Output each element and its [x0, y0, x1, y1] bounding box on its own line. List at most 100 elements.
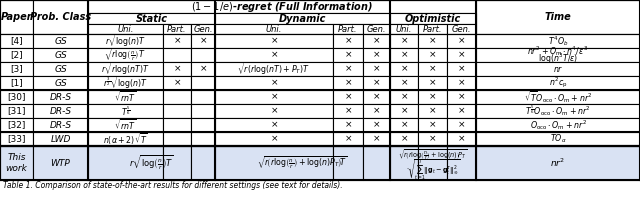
Text: Part.: Part.	[339, 24, 358, 34]
Bar	[333, 34, 363, 48]
Bar	[418, 76, 447, 90]
Text: $\times$: $\times$	[344, 134, 352, 144]
Text: Paper: Paper	[1, 12, 32, 22]
Bar	[163, 118, 191, 132]
Text: GS: GS	[54, 79, 67, 88]
Bar	[390, 24, 418, 34]
Text: $\times$: $\times$	[173, 36, 181, 46]
Text: $\times$: $\times$	[458, 36, 466, 46]
Text: $\cdot\!\sqrt{\sum_{t=1}^{T}\!\left\|\mathbf{g}_t-\mathbf{g}_t^\tau\right\|_\inf: $\cdot\!\sqrt{\sum_{t=1}^{T}\!\left\|\ma…	[406, 158, 460, 182]
Bar	[33, 48, 88, 62]
Text: [33]: [33]	[7, 135, 26, 144]
Text: DR-S: DR-S	[49, 107, 72, 116]
Bar	[363, 104, 390, 118]
Text: [3]: [3]	[10, 64, 23, 73]
Text: Static: Static	[136, 13, 168, 24]
Bar	[163, 104, 191, 118]
Bar	[476, 62, 640, 76]
Bar	[33, 118, 88, 132]
Text: $\times$: $\times$	[344, 120, 352, 130]
Bar	[363, 48, 390, 62]
Bar	[447, 62, 476, 76]
Bar	[33, 146, 88, 180]
Bar	[88, 146, 163, 180]
Text: [31]: [31]	[7, 107, 26, 116]
Bar	[215, 104, 333, 118]
Bar	[476, 104, 640, 118]
Bar	[88, 13, 215, 24]
Text: [4]: [4]	[10, 37, 23, 46]
Text: GS: GS	[54, 64, 67, 73]
Text: $\times$: $\times$	[372, 134, 381, 144]
Bar	[0, 146, 33, 180]
Bar	[476, 0, 640, 34]
Text: $\times$: $\times$	[344, 106, 352, 116]
Text: Prob. Class: Prob. Class	[30, 12, 91, 22]
Text: $\log(n^3T/\epsilon)$: $\log(n^3T/\epsilon)$	[538, 51, 578, 66]
Text: $r\sqrt{\log(n)T}$: $r\sqrt{\log(n)T}$	[105, 33, 146, 49]
Text: Part.: Part.	[167, 24, 187, 34]
Text: Table 1. Comparison of state-of-the-art results for different settings (see text: Table 1. Comparison of state-of-the-art …	[3, 181, 342, 190]
Text: Gen.: Gen.	[193, 24, 212, 34]
Bar	[363, 34, 390, 48]
Bar	[163, 24, 191, 34]
Text: $\sqrt{rnT}$: $\sqrt{rnT}$	[115, 118, 136, 132]
Bar	[333, 24, 363, 34]
Bar	[333, 104, 363, 118]
Bar	[363, 132, 390, 146]
Text: $\sqrt{r\log\!\left(\frac{n}{r}\right)T}$: $\sqrt{r\log\!\left(\frac{n}{r}\right)T}…	[104, 47, 147, 63]
Text: $\times$: $\times$	[270, 92, 278, 102]
Bar	[333, 146, 363, 180]
Text: $\times$: $\times$	[270, 134, 278, 144]
Text: $\times$: $\times$	[344, 64, 352, 74]
Text: $\times$: $\times$	[428, 120, 436, 130]
Bar	[0, 90, 33, 104]
Text: [2]: [2]	[10, 51, 23, 59]
Bar	[390, 48, 418, 62]
Bar	[191, 48, 215, 62]
Bar	[88, 0, 476, 13]
Bar	[476, 132, 640, 146]
Text: Uni.: Uni.	[266, 24, 282, 34]
Text: $\times$: $\times$	[372, 64, 381, 74]
Bar	[215, 48, 333, 62]
Text: $\times$: $\times$	[400, 134, 408, 144]
Bar	[163, 90, 191, 104]
Text: $\times$: $\times$	[270, 106, 278, 116]
Bar	[447, 132, 476, 146]
Bar	[33, 76, 88, 90]
Text: $\times$: $\times$	[428, 78, 436, 88]
Text: $\times$: $\times$	[400, 120, 408, 130]
Text: $\times$: $\times$	[400, 50, 408, 60]
Bar	[33, 132, 88, 146]
Text: $\times$: $\times$	[400, 64, 408, 74]
Text: $(1-1/e)$-regret (Full Information): $(1-1/e)$-regret (Full Information)	[191, 0, 372, 13]
Bar	[0, 118, 33, 132]
Text: $nr$: $nr$	[553, 64, 563, 74]
Bar	[333, 132, 363, 146]
Text: $\times$: $\times$	[428, 106, 436, 116]
Bar	[163, 146, 191, 180]
Bar	[191, 104, 215, 118]
Text: $\times$: $\times$	[199, 36, 207, 46]
Bar	[476, 34, 640, 48]
Bar	[88, 62, 163, 76]
Bar	[390, 104, 418, 118]
Bar	[418, 62, 447, 76]
Bar	[363, 118, 390, 132]
Bar	[0, 48, 33, 62]
Bar	[191, 76, 215, 90]
Bar	[88, 24, 163, 34]
Bar	[363, 76, 390, 90]
Bar	[163, 62, 191, 76]
Bar	[390, 90, 418, 104]
Bar	[191, 24, 215, 34]
Bar	[33, 104, 88, 118]
Bar	[191, 132, 215, 146]
Bar	[363, 62, 390, 76]
Bar	[33, 90, 88, 104]
Bar	[447, 118, 476, 132]
Bar	[447, 76, 476, 90]
Text: Uni.: Uni.	[396, 24, 412, 34]
Bar	[363, 24, 390, 34]
